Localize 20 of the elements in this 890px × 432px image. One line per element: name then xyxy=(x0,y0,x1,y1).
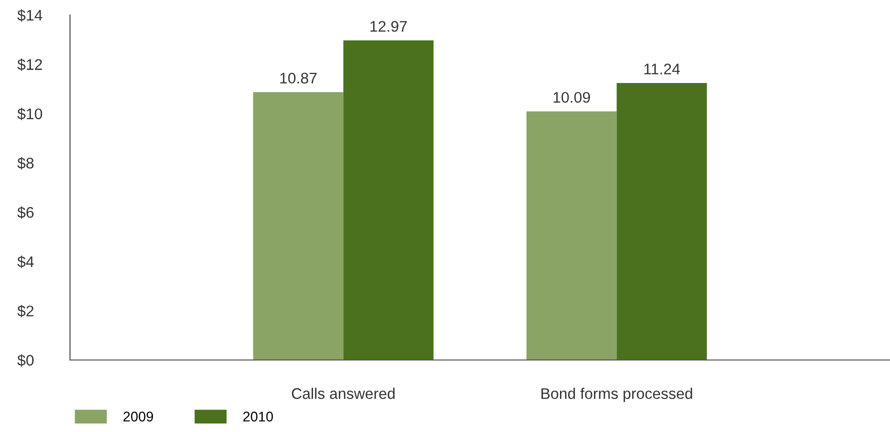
bar xyxy=(253,92,344,360)
data-label: 12.97 xyxy=(370,20,407,32)
y-tick-label: $14 xyxy=(17,9,42,22)
y-tick-label: $8 xyxy=(17,157,34,170)
bar xyxy=(616,83,707,360)
y-tick-label: $2 xyxy=(17,304,34,318)
y-tick-label: $6 xyxy=(17,206,34,219)
legend-label: 2010 xyxy=(243,412,273,422)
x-tick-label: Bond forms processed xyxy=(542,388,692,402)
y-tick-label: $0 xyxy=(17,354,34,367)
data-label: 11.24 xyxy=(644,64,680,74)
data-label: 10.87 xyxy=(280,72,317,84)
y-tick-label: $10 xyxy=(17,108,42,120)
y-tick-label: $12 xyxy=(17,58,42,71)
y-tick-label: $4 xyxy=(17,256,34,268)
legend-label: 2009 xyxy=(123,412,154,422)
bar xyxy=(526,111,617,360)
bar xyxy=(343,40,434,360)
data-label: 10.09 xyxy=(554,92,590,103)
x-tick-label: Calls answered xyxy=(292,388,395,399)
